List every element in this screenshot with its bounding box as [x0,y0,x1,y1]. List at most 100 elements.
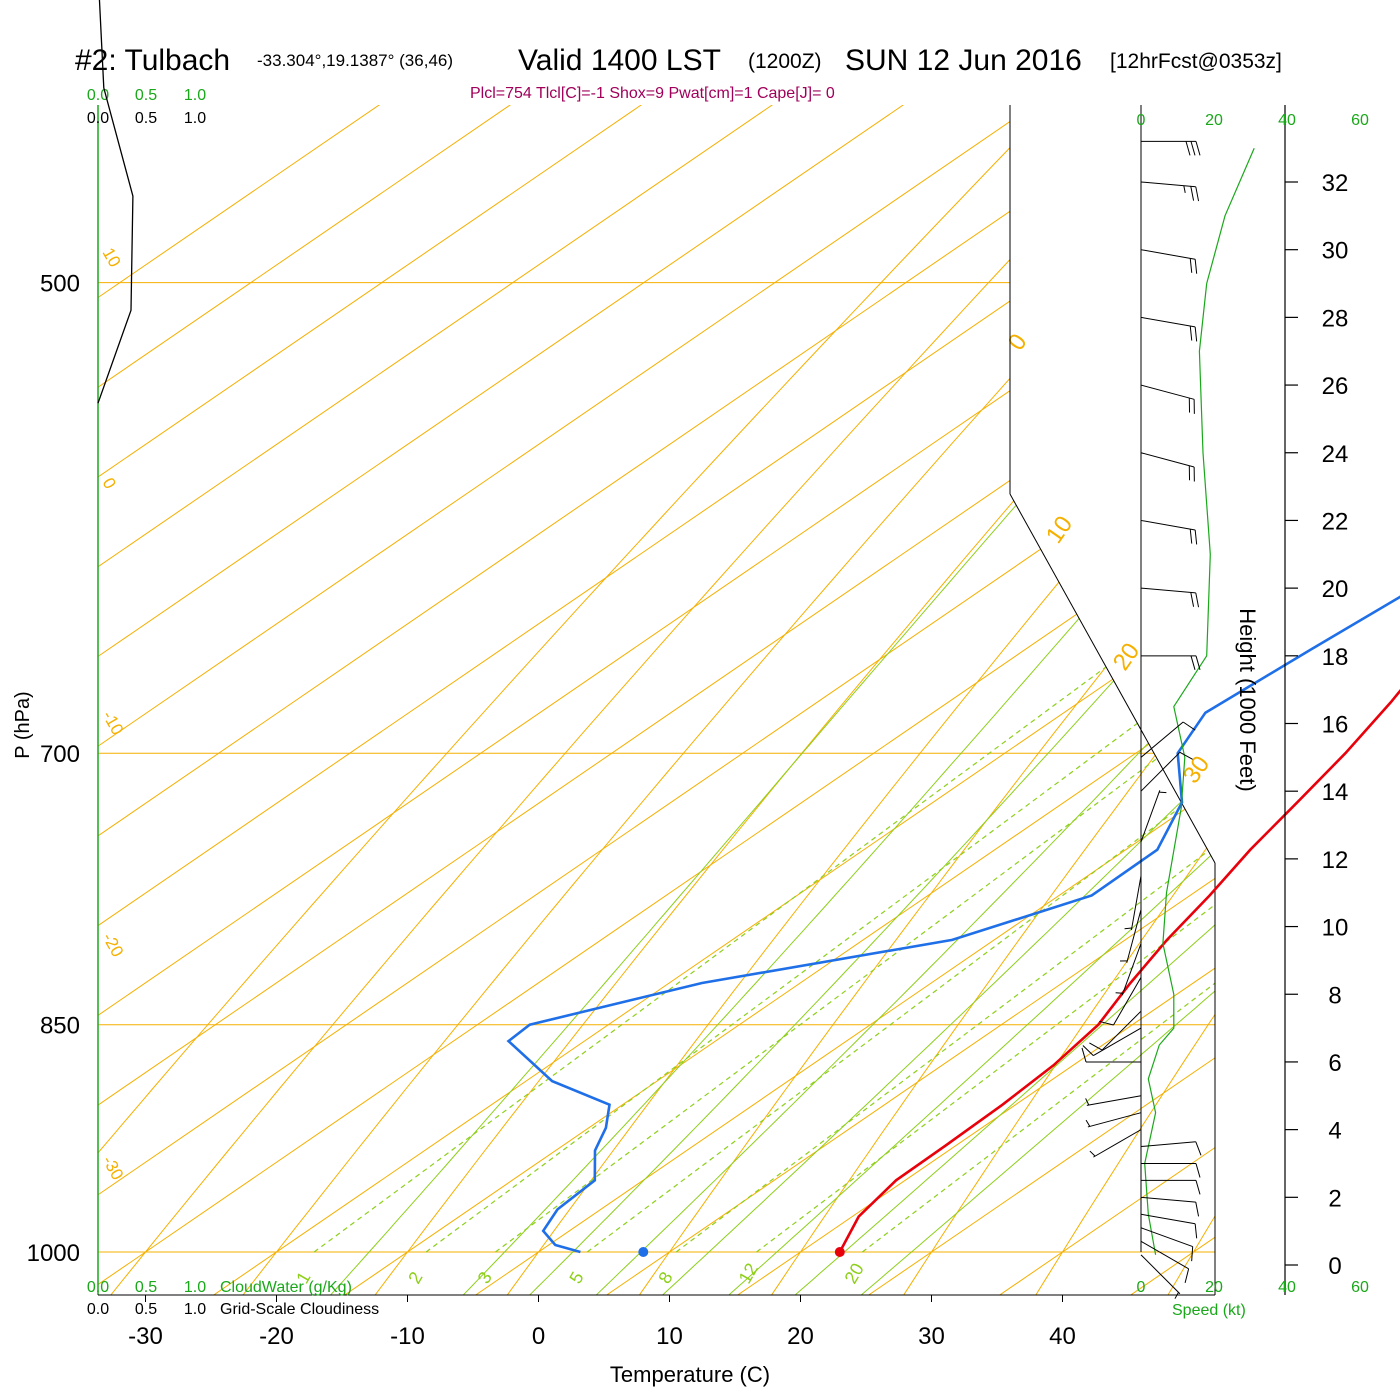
dry-adiabat-30 [887,105,1215,1295]
dewpoint-line [506,595,1400,1254]
wind-barb [1140,181,1200,202]
dry-adiabat--20 [223,105,1215,1295]
wind-barb-feather [1189,258,1193,273]
isotherm--40 [98,105,1215,1295]
height-tick-label: 16 [1322,712,1349,739]
height-tick-label: 8 [1328,982,1341,1009]
wind-barb [1140,587,1200,608]
wind-barb [1140,1227,1194,1262]
wind-barbs [1081,140,1202,1299]
isotherm--60 [98,105,1215,1295]
height-tick-label: 0 [1328,1253,1341,1280]
height-tick-label: 4 [1328,1118,1341,1145]
moist-adiabat-5 [504,105,1215,1295]
isotherm-label: -30 [99,1153,128,1184]
wind-barb-half-feather [1085,1098,1090,1106]
dry-adiabat-0 [488,105,1215,1295]
wind-barb-shaft [1087,1112,1142,1128]
height-tick-label: 30 [1322,238,1349,265]
wind-barb [1082,1027,1142,1057]
dry-adiabat-lines [98,105,1215,1295]
surface-temperature-dot [834,1247,845,1257]
cloudiness-scale-top: 1.0 [184,110,206,127]
wind-barb-feather [1194,326,1198,342]
wind-barb [1141,655,1201,670]
mixing-ratio-label: 20 [841,1260,868,1287]
speed-tick-label-bottom: 40 [1278,1279,1296,1296]
height-tick-label: 18 [1322,644,1349,671]
wind-barb-feather [1190,141,1196,156]
height-axis-title: Height (1000 Feet) [1235,608,1260,791]
mixing-ratio-lines [313,105,1215,1253]
height-tick-label: 10 [1322,915,1349,942]
wind-barb [1140,249,1198,274]
temperature-tick-label: 10 [656,1323,683,1350]
wind-barb [1089,1010,1142,1051]
isotherm-label: 10 [99,245,125,271]
height-tick-label: 20 [1322,576,1349,603]
wind-barb [1119,909,1142,963]
isotherm--100 [98,105,1215,1295]
isotherm--10 [307,105,1215,1295]
wind-barb-shaft [1140,1196,1196,1203]
isotherm-label: -10 [99,708,128,739]
wind-barb [1140,751,1193,792]
wind-barb-shaft [1140,452,1195,468]
temperature-line [838,688,1400,1253]
wind-barb-shaft [1140,384,1195,400]
wind-barb-half-feather [1174,1292,1179,1299]
wind-barb-shaft [1140,587,1196,594]
wind-barb-feather [1089,1042,1103,1051]
wind-barb-feather [1190,655,1196,670]
wind-barb-shaft [1140,1227,1193,1248]
wind-barb-shaft [1126,909,1142,963]
wind-barb-half-feather [1085,1119,1091,1127]
pressure-axis-title: P (hPa) [12,691,34,758]
isotherm--80 [98,105,1215,1295]
temperature-tick-label: -30 [128,1323,163,1350]
height-tick-label: 14 [1322,779,1349,806]
isotherm--30 [98,105,1215,1295]
speed-tick-label-top: 0 [1137,112,1146,129]
dry-adiabat--40 [98,105,1215,1295]
isotherm--130 [98,105,1215,1295]
wind-barb [1140,1254,1181,1299]
wind-barb-shaft [1140,519,1196,531]
wind-barb-shaft [1140,721,1184,758]
wind-barb [1141,140,1201,156]
dry-adiabat-10 [621,105,1215,1295]
height-tick-label: 6 [1328,1050,1341,1077]
valid-date: SUN 12 Jun 2016 [845,44,1082,77]
mixing-ratio-label: 3 [474,1268,496,1287]
sounding-indices: Plcl=754 Tlcl[C]=-1 Shox=9 Pwat[cm]=1 Ca… [470,85,835,102]
wind-barb-feather [1195,1163,1201,1178]
wind-barb-feather [1194,1223,1198,1239]
speed-tick-label-top: 60 [1351,112,1369,129]
wind-barb-feather [1195,592,1200,608]
speed-tick-label-top: 20 [1205,112,1223,129]
isotherm-label: -20 [99,930,128,961]
wind-speed-profile [1144,147,1255,1255]
station-coords: -33.304°,19.1387° (36,46) [257,51,453,70]
cloudwater-scale-bottom: 1.0 [184,1279,206,1296]
mixing-ratio-20 [861,105,1215,1253]
wind-barb-shaft [1093,1027,1142,1057]
forecast-info: [12hrFcst@0353z] [1110,50,1282,73]
surface-dewpoint-dot [638,1247,649,1257]
isotherm-label-right: 10 [1041,511,1078,548]
wind-barb-shaft [1140,181,1196,188]
wind-barb-feather [1195,1202,1200,1217]
height-tick-label: 24 [1322,441,1349,468]
moist-adiabat--10 [307,105,1215,1295]
height-tick-label: 22 [1322,508,1349,535]
wind-barb [1089,1129,1142,1158]
wind-barb-half-feather [1183,185,1186,193]
wind-barb-feather [1182,721,1196,731]
dry-adiabat--10 [355,105,1215,1295]
height-tick-label: 26 [1322,373,1349,400]
temperature-tick-label: -20 [259,1323,294,1350]
mixing-ratio-label: 2 [404,1268,426,1287]
cloudwater-scale-bottom: 0.5 [135,1279,157,1296]
